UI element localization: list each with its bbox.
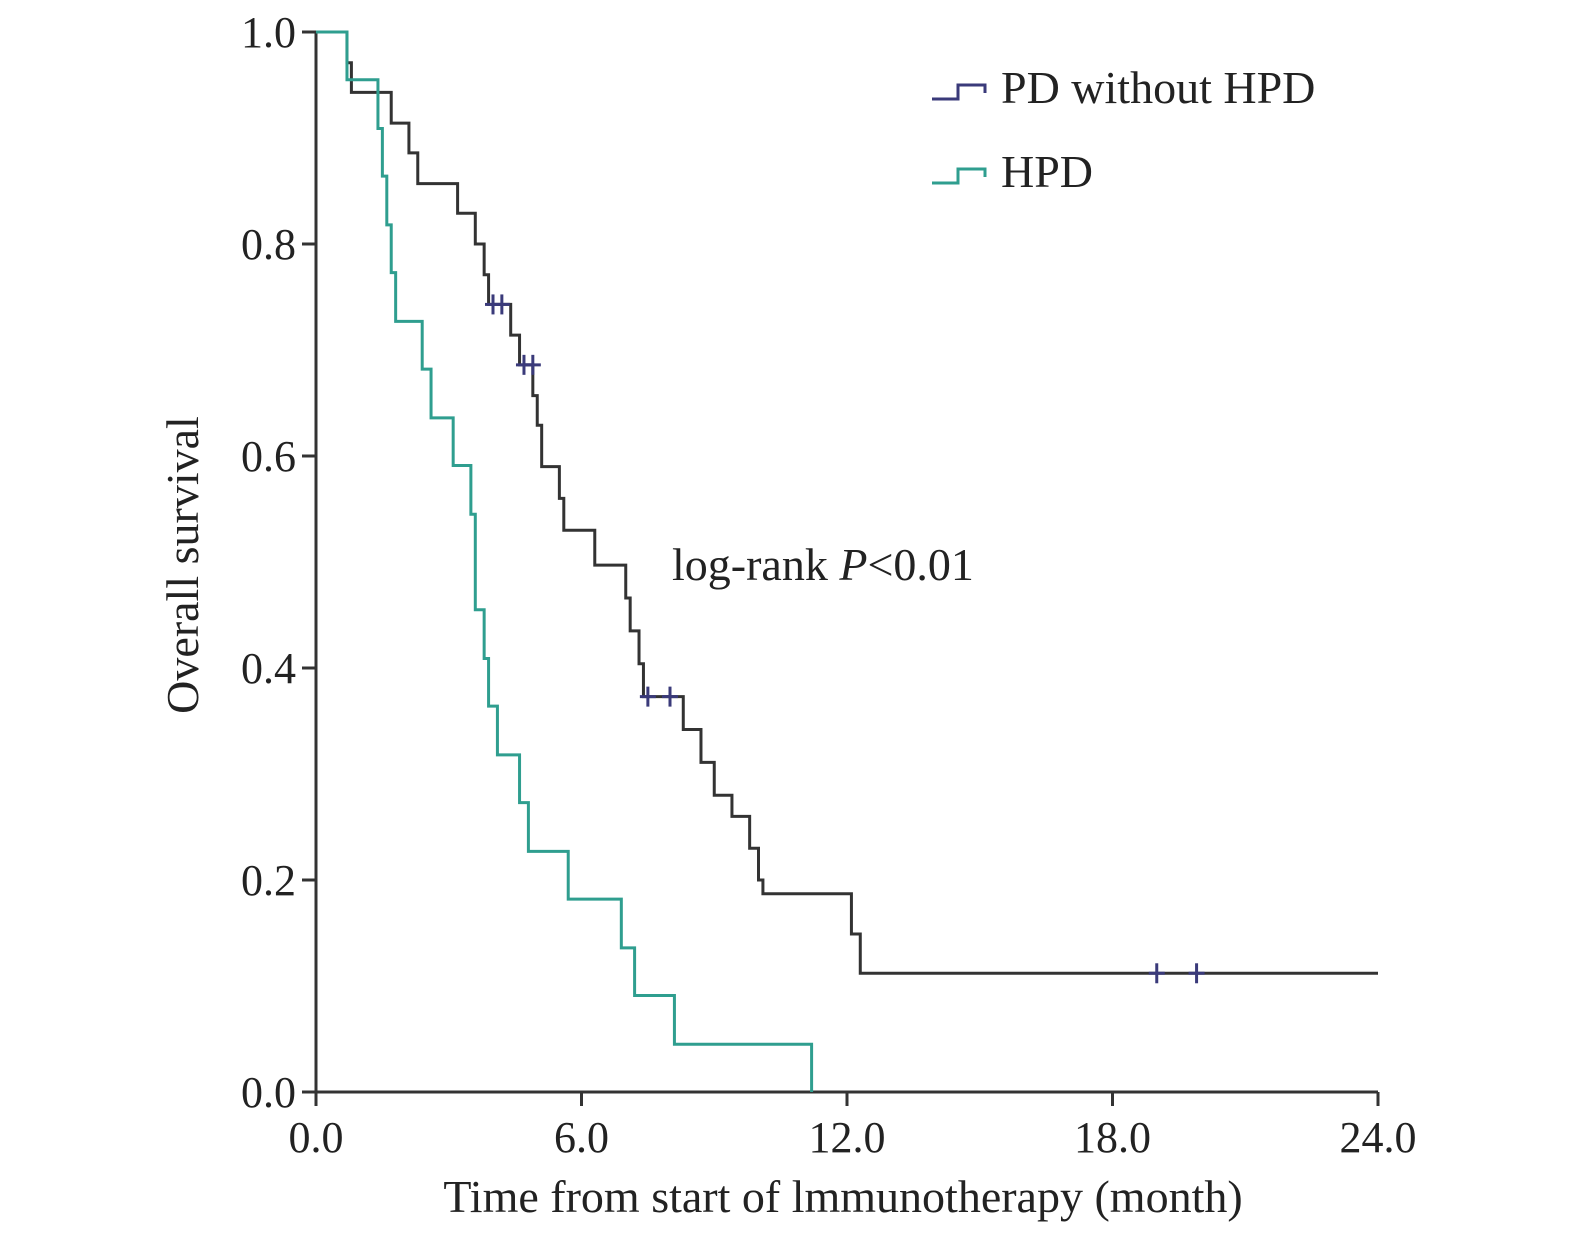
legend: PD without HPD HPD	[932, 62, 1315, 197]
y-tick-label: 0.2	[241, 856, 296, 905]
legend-swatch	[932, 83, 987, 101]
x-axis-title: Time from start of lmmunotherapy (month)	[443, 1171, 1242, 1222]
y-tick-label: 0.8	[241, 220, 296, 269]
x-tick-label: 12.0	[809, 1113, 886, 1162]
series-hpd	[316, 30, 814, 1092]
series-layer	[316, 30, 1378, 1092]
annotation-p: P	[838, 539, 867, 590]
survival-step-line	[316, 30, 814, 1092]
y-axis-title: Overall survival	[157, 416, 208, 714]
log-rank-annotation: log-rank P<0.01	[672, 539, 974, 590]
x-tick-label: 6.0	[554, 1113, 609, 1162]
legend-label: PD without HPD	[1001, 62, 1315, 113]
legend-item-pd-without-hpd: PD without HPD	[932, 62, 1315, 113]
x-tick-label: 24.0	[1340, 1113, 1417, 1162]
y-tick-label: 0.6	[241, 432, 296, 481]
y-tick-label: 0.4	[241, 644, 296, 693]
annotation-prefix: log-rank	[672, 539, 839, 590]
legend-item-hpd: HPD	[932, 146, 1093, 197]
x-tick-label: 0.0	[289, 1113, 344, 1162]
legend-swatch	[932, 167, 987, 185]
axes: 0.0 6.0 12.0 18.0 24.0 0.0 0.2 0.4 0.6 0.8 1.0	[241, 8, 1417, 1162]
x-tick-label: 18.0	[1074, 1113, 1151, 1162]
annotation-suffix: <0.01	[867, 539, 973, 590]
y-tick-label: 0.0	[241, 1068, 296, 1117]
series-pd-without-hpd	[316, 30, 1378, 984]
survival-step-line	[316, 30, 1378, 975]
legend-label: HPD	[1001, 146, 1093, 197]
y-tick-label: 1.0	[241, 8, 296, 57]
